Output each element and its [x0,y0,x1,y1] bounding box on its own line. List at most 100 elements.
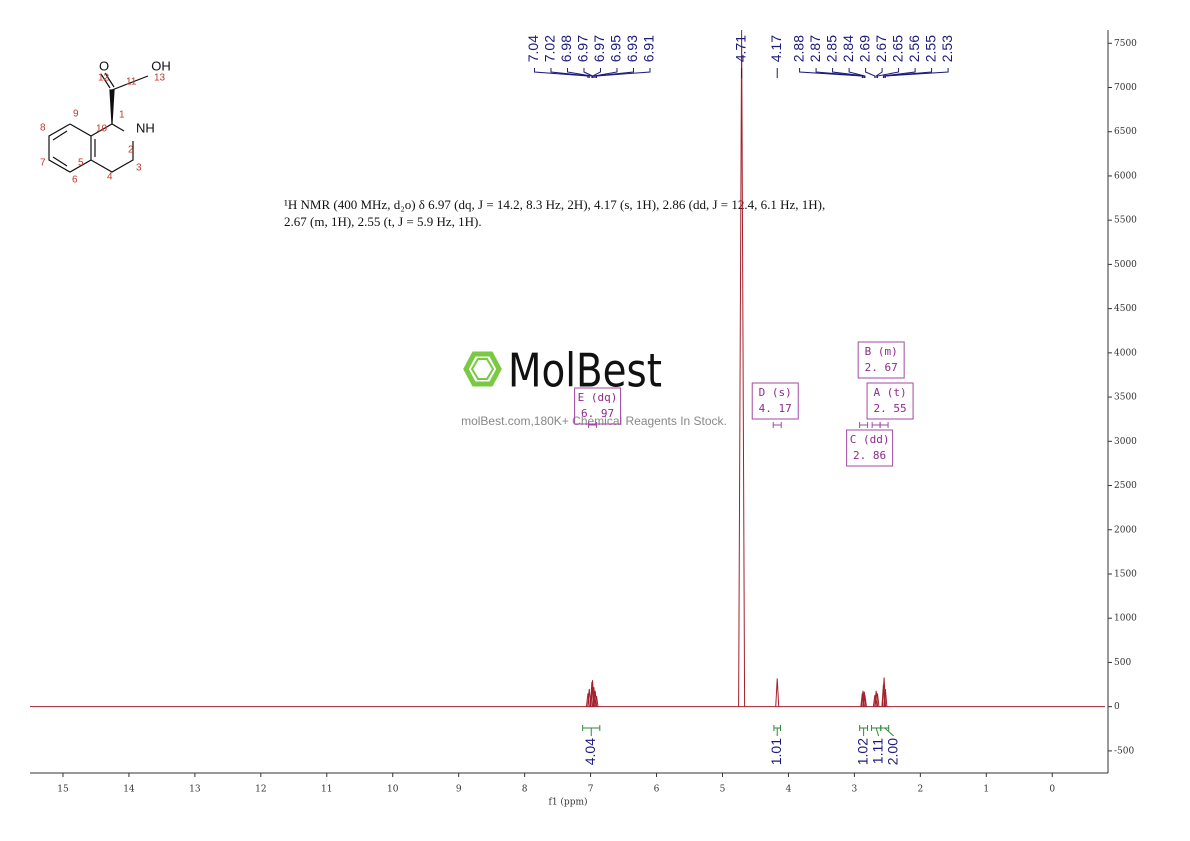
y-tick-label: 3000 [1114,437,1137,447]
x-tick-label: 2 [917,785,923,795]
peak-label: 6.95 [608,35,624,62]
peak-label-connector [865,68,876,78]
peak-label: 2.87 [807,35,823,62]
peak-label-connector [832,68,865,78]
peak [872,695,877,707]
integral-label: 4.04 [582,738,598,765]
atom: OH [151,58,171,73]
multiplet-name: B (m) [865,345,898,358]
peak-label-connector [593,68,618,78]
x-tick-label: 8 [522,785,528,795]
peak-label: 2.53 [939,35,955,62]
multiplet-name: E (dq) [578,391,618,404]
y-tick-label: -500 [1114,746,1134,756]
peak [874,690,879,707]
peak-label: 2.56 [906,35,922,62]
peak-label: 6.97 [575,35,591,62]
peak-label: 2.55 [922,35,938,62]
multiplet-name: A (t) [874,386,907,399]
annotation: 2.67 (m, 1H), 2.55 (t, J = 5.9 Hz, 1H). [284,214,482,229]
locant: 9 [73,109,79,120]
locant: 8 [40,123,46,134]
peak-label: 2.84 [840,35,856,62]
bond [104,72,115,88]
peak-label: 2.85 [823,35,839,62]
peak [775,678,780,707]
locant: 7 [40,158,46,169]
multiplet-bracket [588,422,598,428]
watermark-logo-icon [463,351,502,387]
multiplet-box [846,429,894,467]
x-tick-label: 6 [654,785,660,795]
bond [52,156,68,167]
multiplet-shift: 2. 86 [853,449,886,462]
integral-leader [884,727,894,737]
bond [100,73,111,89]
x-tick-label: 12 [255,785,266,795]
peak-label-connector [596,68,651,78]
y-tick-label: 1500 [1114,569,1137,579]
locant: 1 [119,110,125,121]
y-tick-label: 5000 [1114,260,1137,270]
multiplet-name: C (dd) [850,433,890,446]
multiplet-shift: 2. 67 [865,361,898,374]
atom: NH [136,120,155,135]
y-tick-label: 500 [1114,658,1131,668]
integral-label: 1.02 [854,738,870,765]
peak-label-connector [550,68,590,78]
multiplet-shift: 2. 55 [874,402,907,415]
y-tick-label: 2000 [1114,525,1137,535]
peak [738,29,746,707]
multiplet-bracket [772,422,782,428]
peak-label-connector [566,68,593,78]
y-tick-label: 3500 [1114,393,1137,403]
peak [594,695,599,707]
y-tick-label: 7000 [1114,83,1137,93]
peak-label: 4.71 [732,35,748,62]
locant: 4 [107,172,113,183]
x-tick-label: 3 [852,785,858,795]
multiplet-shift: 6. 97 [581,407,614,420]
watermark-logo: MolBest [508,344,662,398]
x-axis-label: f1 (ppm) [549,797,588,808]
bond [90,141,134,173]
y-tick-label: 1000 [1114,614,1137,624]
peak-label: 7.02 [542,35,558,62]
peak [862,695,867,707]
multiplet-box [866,382,914,420]
peak-label: 6.97 [591,35,607,62]
bond [48,123,92,173]
locant: 11 [126,77,137,88]
integral-label: 2.00 [884,738,900,765]
integral-label: 1.11 [869,738,885,764]
bond [52,130,68,141]
locant: 3 [136,163,142,174]
peak-label-connector [882,68,916,78]
x-tick-label: 13 [189,785,201,795]
peak-label: 2.88 [790,35,806,62]
x-tick-label: 7 [588,785,594,795]
peak [585,693,590,707]
bond [111,75,149,91]
multiplet-bracket [879,422,889,428]
x-tick-label: 4 [786,785,792,795]
integral-bracket [871,725,882,731]
peak-label-connector [594,68,634,78]
multiplet-box [857,341,905,379]
peak-label-connector [876,68,900,78]
structure [48,72,149,173]
multiplet-bracket [871,422,881,428]
x-tick-label: 9 [456,785,462,795]
x-tick-label: 15 [57,785,69,795]
peak-label: 6.91 [641,35,657,62]
peak-label-connector [848,68,866,78]
multiplet-box [751,382,799,420]
multiplet-shift: 4. 17 [759,402,792,415]
x-tick-label: 14 [123,785,135,795]
peak-label-connector [799,68,863,78]
peak [862,691,867,707]
x-tick-label: 5 [720,785,726,795]
x-tick-label: 0 [1049,785,1055,795]
peak-label: 7.04 [525,35,541,62]
x-tick-label: 1 [983,785,989,795]
